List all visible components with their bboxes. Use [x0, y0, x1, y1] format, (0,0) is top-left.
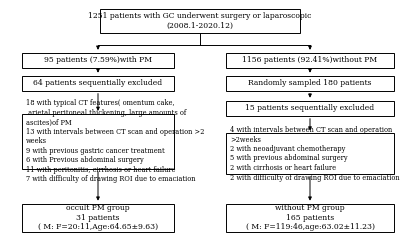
Text: without PM group
165 patients
( M: F=119:46,age:63.02±11.23): without PM group 165 patients ( M: F=119…	[246, 204, 374, 231]
Text: 64 patients sequentially excluded: 64 patients sequentially excluded	[34, 79, 162, 87]
Text: 1251 patients with GC underwent surgery or laparoscopic
(2008.1-2020.12): 1251 patients with GC underwent surgery …	[88, 12, 312, 30]
Text: Randomly sampled 180 patients: Randomly sampled 180 patients	[248, 79, 372, 87]
Text: 15 patients sequentially excluded: 15 patients sequentially excluded	[246, 104, 374, 112]
Text: occult PM group
31 patients
( M: F=20:11,Age:64.65±9.63): occult PM group 31 patients ( M: F=20:11…	[38, 204, 158, 231]
FancyBboxPatch shape	[226, 53, 394, 68]
FancyBboxPatch shape	[226, 101, 394, 116]
FancyBboxPatch shape	[22, 204, 174, 232]
Text: 1156 patients (92.41%)without PM: 1156 patients (92.41%)without PM	[242, 56, 378, 64]
Text: 4 with intervals between CT scan and operation
>2weeks
2 with neoadjuvant chemot: 4 with intervals between CT scan and ope…	[230, 126, 400, 182]
Text: 95 patients (7.59%)with PM: 95 patients (7.59%)with PM	[44, 56, 152, 64]
FancyBboxPatch shape	[22, 114, 174, 169]
FancyBboxPatch shape	[22, 76, 174, 91]
FancyBboxPatch shape	[226, 133, 394, 174]
FancyBboxPatch shape	[226, 76, 394, 91]
FancyBboxPatch shape	[226, 204, 394, 232]
FancyBboxPatch shape	[22, 53, 174, 68]
FancyBboxPatch shape	[100, 9, 300, 33]
Text: 18 with typical CT features( omentum cake,
 arietal peritoneal thickening, large: 18 with typical CT features( omentum cak…	[26, 99, 204, 184]
